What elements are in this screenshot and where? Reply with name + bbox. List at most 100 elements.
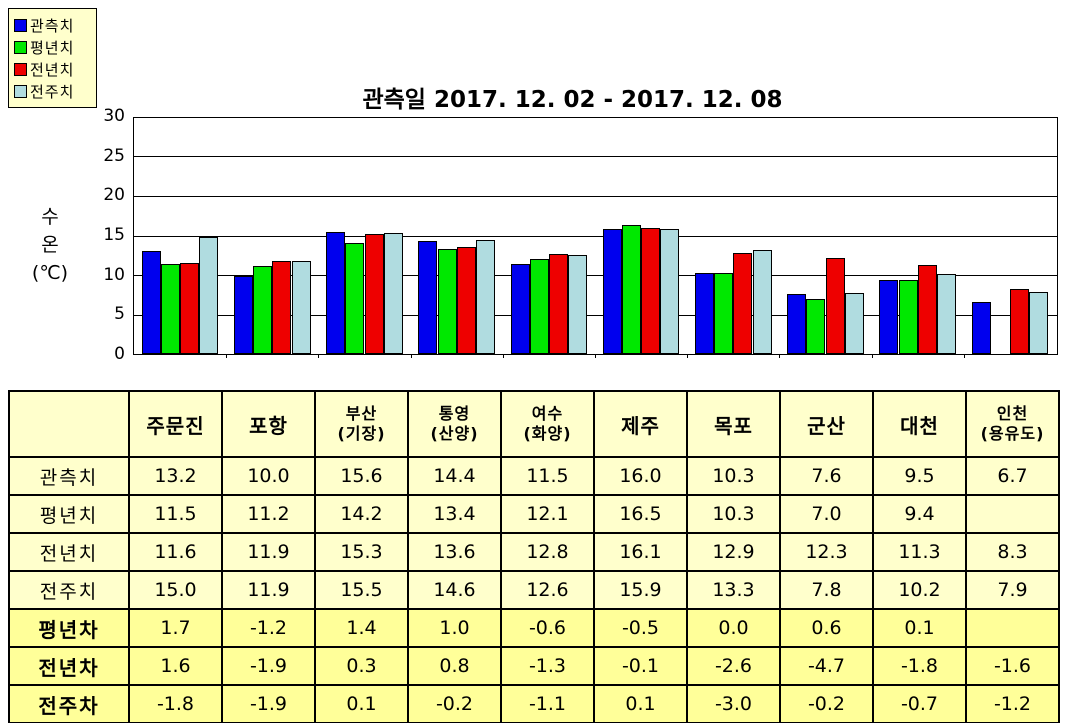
bar-전년치-군산	[825, 257, 845, 354]
bar-관측치-목포	[694, 273, 715, 354]
cell-전년차-목포: -2.6	[686, 646, 781, 686]
cell-평년치-목포: 10.3	[686, 494, 781, 534]
bar-전주치-대천	[936, 274, 957, 354]
cell-관측치-부산: 15.6	[314, 456, 409, 496]
bar-평년치-대천	[898, 280, 918, 354]
legend-label: 관측치	[30, 16, 75, 35]
bar-평년치-여수(화양)	[529, 259, 549, 354]
table-row-평년차: 평년차 1.7 -1.2 1.4 1.0 -0.6 -0.5 0.0 0.6 0.1	[8, 608, 1060, 648]
cell-전주치-군산: 7.8	[779, 570, 874, 610]
legend-swatch-icon	[14, 18, 27, 32]
cell-전주차-제주: 0.1	[593, 684, 688, 723]
column-header-line: 통영	[438, 404, 471, 423]
x-axis-tick	[226, 354, 228, 358]
cell-전주치-통영: 14.6	[407, 570, 502, 610]
cell-전년치-주문진: 11.6	[128, 532, 223, 572]
y-axis-title: 수 온 (℃)	[10, 203, 90, 287]
legend-label: 전년치	[30, 60, 75, 79]
column-header-line: 목포	[714, 413, 753, 438]
column-header-주문진: 주문진	[128, 390, 223, 458]
cell-평년치-제주: 16.5	[593, 494, 688, 534]
column-header-line: 제주	[621, 413, 660, 438]
column-header-line: (기장)	[337, 424, 386, 443]
bar-전주치-목포	[752, 249, 772, 354]
legend-item-관측치: 관측치	[14, 14, 92, 36]
legend-swatch-icon	[14, 40, 27, 54]
x-axis-tick	[871, 354, 873, 358]
x-axis-tick	[963, 354, 965, 358]
row-label: 전년치	[8, 532, 130, 572]
cell-평년치-군산: 7.0	[779, 494, 874, 534]
bar-전년치-주문진	[180, 263, 200, 354]
row-label: 전년차	[8, 646, 130, 686]
legend-item-전주치: 전주치	[14, 80, 92, 102]
cell-평년차-부산: 1.4	[314, 608, 409, 648]
cell-관측치-군산: 7.6	[779, 456, 874, 496]
cell-전년차-군산: -4.7	[779, 646, 874, 686]
cell-평년차-포항: -1.2	[221, 608, 316, 648]
cell-전년차-인천: -1.6	[965, 646, 1060, 686]
x-axis-tick	[410, 354, 412, 358]
cell-관측치-대천: 9.5	[872, 456, 967, 496]
gridline	[134, 235, 1057, 237]
gridline	[134, 275, 1057, 277]
table-row-관측치: 관측치 13.2 10.0 15.6 14.4 11.5 16.0 10.3 7.6 9.5 6.7	[8, 456, 1060, 496]
y-axis-title-line: (℃)	[31, 262, 69, 284]
column-header-제주: 제주	[593, 390, 688, 458]
y-tick-label: 20	[103, 185, 125, 206]
column-header-line: 군산	[807, 413, 846, 438]
cell-전주치-부산: 15.5	[314, 570, 409, 610]
data-table: 주문진 포항 부산 (기장) 통영 (산양) 여수 (화양) 제주 목포 군산 대천 인천 (용유도) 관…	[8, 390, 1060, 723]
row-label: 평년치	[8, 494, 130, 534]
column-header-부산(기장): 부산 (기장)	[314, 390, 409, 458]
bar-평년치-목포	[714, 273, 734, 354]
cell-전년치-부산: 15.3	[314, 532, 409, 572]
gridline	[134, 195, 1057, 197]
bar-평년치-주문진	[160, 263, 181, 354]
cell-평년차-통영: 1.0	[407, 608, 502, 648]
bar-관측치-인천(용유도)	[971, 301, 991, 354]
bar-전년치-통영(산양)	[456, 247, 476, 354]
bar-관측치-대천	[879, 279, 899, 354]
cell-평년차-인천	[965, 608, 1060, 648]
gridline	[134, 156, 1057, 158]
bar-전주치-포항	[291, 260, 311, 354]
bar-전주치-제주	[660, 229, 680, 354]
bar-전년치-부산(기장)	[364, 234, 384, 354]
cell-전년치-여수: 12.8	[500, 532, 595, 572]
chart-title: 관측일 2017. 12. 02 - 2017. 12. 08	[362, 87, 783, 113]
y-axis-title-line: 온	[41, 234, 59, 256]
cell-전년치-포항: 11.9	[221, 532, 316, 572]
legend-label: 전주치	[30, 82, 75, 101]
table-row-전주차: 전주차 -1.8 -1.9 0.1 -0.2 -1.1 0.1 -3.0 -0.2 -0.7 -1.…	[8, 684, 1060, 723]
bar-평년치-포항	[253, 266, 273, 354]
cell-전주차-대천: -0.7	[872, 684, 967, 723]
y-axis-title-line: 수	[41, 206, 59, 228]
column-header-line: (용유도)	[980, 424, 1045, 443]
bar-평년치-부산(기장)	[345, 242, 365, 354]
cell-전주차-여수: -1.1	[500, 684, 595, 723]
cell-전년치-인천: 8.3	[965, 532, 1060, 572]
cell-관측치-목포: 10.3	[686, 456, 781, 496]
column-header-통영(산양): 통영 (산양)	[407, 390, 502, 458]
cell-관측치-통영: 14.4	[407, 456, 502, 496]
cell-전년치-통영: 13.6	[407, 532, 502, 572]
y-tick-label: 30	[103, 106, 125, 126]
cell-전주차-인천: -1.2	[965, 684, 1060, 723]
bar-관측치-주문진	[141, 250, 161, 354]
cell-평년차-군산: 0.6	[779, 608, 874, 648]
x-axis-tick	[779, 354, 781, 358]
bar-전주치-여수(화양)	[568, 255, 588, 354]
cell-전주치-인천: 7.9	[965, 570, 1060, 610]
legend-item-전년치: 전년치	[14, 58, 92, 80]
cell-평년치-부산: 14.2	[314, 494, 409, 534]
column-header-군산: 군산	[779, 390, 874, 458]
x-axis-tick	[318, 354, 320, 358]
x-axis-tick	[687, 354, 689, 358]
bar-관측치-여수(화양)	[510, 263, 530, 354]
cell-평년치-통영: 13.4	[407, 494, 502, 534]
x-axis-tick	[502, 354, 504, 358]
cell-전주차-목포: -3.0	[686, 684, 781, 723]
y-tick-label: 0	[114, 344, 125, 364]
row-label: 전주차	[8, 684, 130, 723]
